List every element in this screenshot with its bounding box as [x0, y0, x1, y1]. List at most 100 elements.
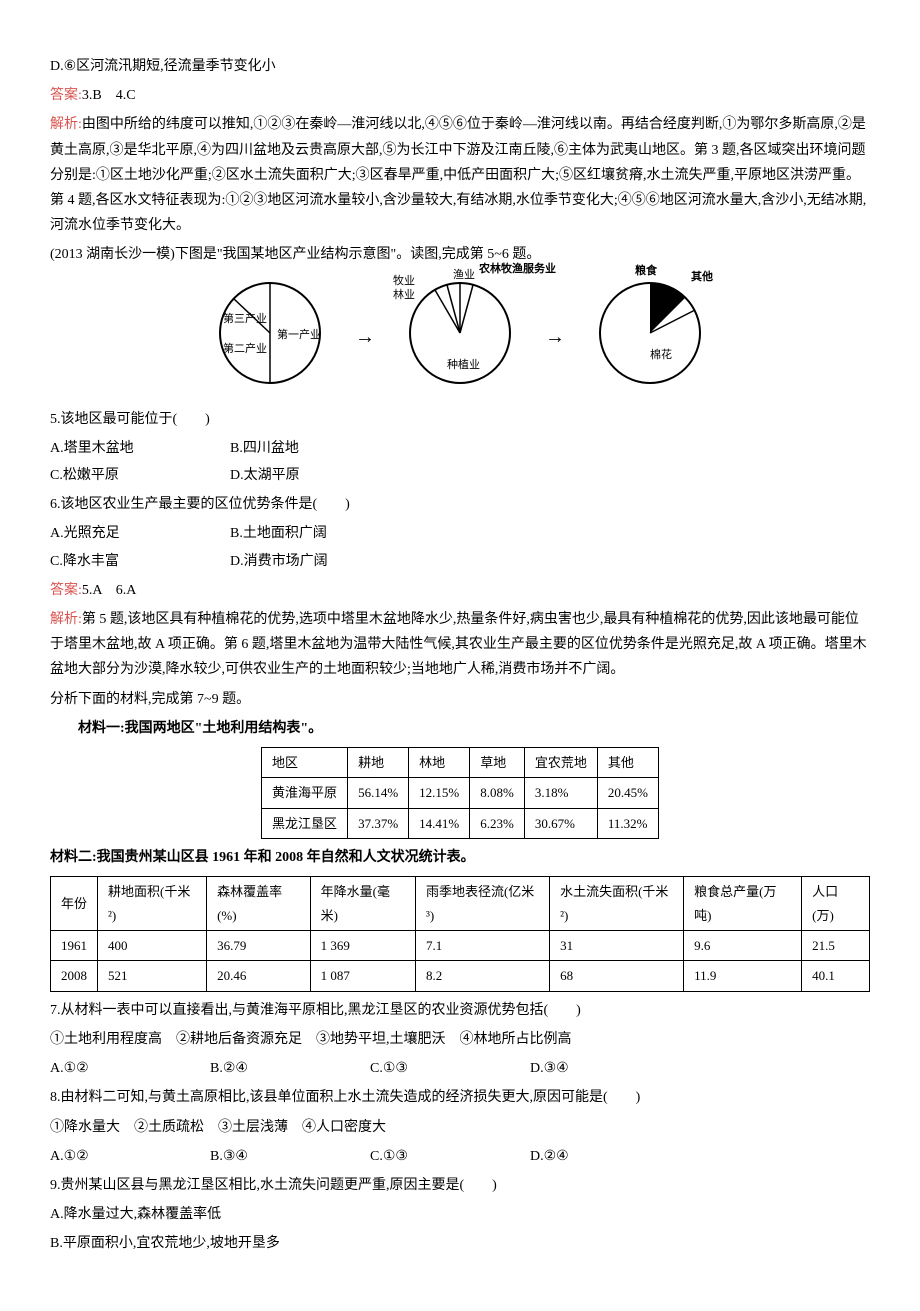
pie-1: 第三产业 第二产业 第一产业: [215, 278, 325, 397]
table-cell: 400: [98, 931, 207, 961]
pie1-label-3rd: 第三产业: [223, 310, 267, 330]
q5-option-c: C.松嫩平原: [50, 463, 230, 488]
analysis-34: 解析:由图中所给的纬度可以推知,①②③在秦岭—淮河线以北,④⑤⑥位于秦岭—淮河线…: [50, 112, 870, 238]
material-2-table: 年份 耕地面积(千米²) 森林覆盖率(%) 年降水量(毫米) 雨季地表径流(亿米…: [50, 876, 870, 992]
industry-structure-diagram: 第三产业 第二产业 第一产业 → 牧业 林业 渔业 农林牧渔服务业 种植业 →: [50, 278, 870, 397]
table-cell: 36.79: [207, 931, 311, 961]
answer-label: 答案:: [50, 583, 82, 598]
table-cell: 20.46: [207, 961, 311, 991]
table-cell: 8.2: [415, 961, 549, 991]
q79-intro: 分析下面的材料,完成第 7~9 题。: [50, 687, 870, 712]
q7-option-a: A.①②: [50, 1056, 210, 1081]
analysis-56-text: 第 5 题,该地区具有种植棉花的优势,选项中塔里木盆地降水少,热量条件好,病虫害…: [50, 612, 867, 677]
q8-option-a: A.①②: [50, 1144, 210, 1169]
q56-intro: (2013 湖南长沙一模)下图是"我国某地区产业结构示意图"。读图,完成第 5~…: [50, 242, 870, 267]
q8-option-c: C.①③: [370, 1144, 530, 1169]
table-cell: 黑龙江垦区: [262, 808, 348, 838]
table-cell: 11.32%: [597, 808, 658, 838]
table-cell: 黄淮海平原: [262, 778, 348, 808]
table-cell: 雨季地表径流(亿米³): [415, 877, 549, 931]
q6-option-c: C.降水丰富: [50, 549, 230, 574]
q5-option-d: D.太湖平原: [230, 463, 410, 488]
table-cell: 1 369: [310, 931, 415, 961]
q8-stem: 8.由材料二可知,与黄土高原相比,该县单位面积上水土流失造成的经济损失更大,原因…: [50, 1085, 870, 1110]
table-cell: 森林覆盖率(%): [207, 877, 311, 931]
pie3-label-cotton: 棉花: [650, 346, 672, 366]
table-cell: 其他: [597, 747, 658, 777]
table-cell: 56.14%: [348, 778, 409, 808]
q7-option-d: D.③④: [530, 1056, 690, 1081]
q7-option-c: C.①③: [370, 1056, 530, 1081]
pie3-label-other: 其他: [691, 268, 713, 288]
material-1-table: 地区 耕地 林地 草地 宜农荒地 其他 黄淮海平原 56.14% 12.15% …: [261, 747, 659, 839]
table-row: 1961 400 36.79 1 369 7.1 31 9.6 21.5: [51, 931, 870, 961]
table-cell: 14.41%: [409, 808, 470, 838]
table-cell: 粮食总产量(万吨): [684, 877, 802, 931]
pie3-label-grain: 粮食: [635, 262, 657, 282]
answer-label: 答案:: [50, 88, 82, 103]
pie1-label-1st: 第一产业: [277, 326, 321, 346]
q7-option-b: B.②④: [210, 1056, 370, 1081]
table-cell: 耕地面积(千米²): [98, 877, 207, 931]
table-row: 年份 耕地面积(千米²) 森林覆盖率(%) 年降水量(毫米) 雨季地表径流(亿米…: [51, 877, 870, 931]
table-row: 黑龙江垦区 37.37% 14.41% 6.23% 30.67% 11.32%: [262, 808, 659, 838]
table-cell: 草地: [470, 747, 525, 777]
pie2-label-plant: 种植业: [447, 356, 480, 376]
q7-stem: 7.从材料一表中可以直接看出,与黄淮海平原相比,黑龙江垦区的农业资源优势包括( …: [50, 998, 870, 1023]
q8-option-d: D.②④: [530, 1144, 690, 1169]
q7-items: ①土地利用程度高 ②耕地后备资源充足 ③地势平坦,土壤肥沃 ④林地所占比例高: [50, 1027, 870, 1052]
q8-option-b: B.③④: [210, 1144, 370, 1169]
table-cell: 11.9: [684, 961, 802, 991]
table-cell: 1 087: [310, 961, 415, 991]
table-cell: 40.1: [802, 961, 870, 991]
table-cell: 年份: [51, 877, 98, 931]
answer-34-text: 3.B 4.C: [82, 88, 136, 103]
table-cell: 37.37%: [348, 808, 409, 838]
table-cell: 30.67%: [524, 808, 597, 838]
table-cell: 1961: [51, 931, 98, 961]
answer-56: 答案:5.A 6.A: [50, 578, 870, 603]
table-row: 2008 521 20.46 1 087 8.2 68 11.9 40.1: [51, 961, 870, 991]
table-cell: 宜农荒地: [524, 747, 597, 777]
q5-option-a: A.塔里木盆地: [50, 436, 230, 461]
table-cell: 68: [550, 961, 684, 991]
answer-56-text: 5.A 6.A: [82, 583, 136, 598]
table-cell: 8.08%: [470, 778, 525, 808]
table-cell: 3.18%: [524, 778, 597, 808]
q6-option-b: B.土地面积广阔: [230, 521, 410, 546]
table-cell: 12.15%: [409, 778, 470, 808]
q6-option-a: A.光照充足: [50, 521, 230, 546]
pie-3: 粮食 其他 棉花: [595, 278, 705, 397]
analysis-56: 解析:第 5 题,该地区具有种植棉花的优势,选项中塔里木盆地降水少,热量条件好,…: [50, 607, 870, 683]
analysis-label: 解析:: [50, 117, 82, 132]
table-cell: 2008: [51, 961, 98, 991]
q6-option-d: D.消费市场广阔: [230, 549, 410, 574]
arrow-icon: →: [545, 319, 565, 355]
q8-items: ①降水量大 ②土质疏松 ③土层浅薄 ④人口密度大: [50, 1115, 870, 1140]
table-row: 黄淮海平原 56.14% 12.15% 8.08% 3.18% 20.45%: [262, 778, 659, 808]
table-cell: 7.1: [415, 931, 549, 961]
answer-34: 答案:3.B 4.C: [50, 83, 870, 108]
table-cell: 521: [98, 961, 207, 991]
q9-option-a: A.降水量过大,森林覆盖率低: [50, 1202, 870, 1227]
arrow-icon: →: [355, 319, 375, 355]
pie2-label-linye: 林业: [393, 286, 415, 306]
q5-stem: 5.该地区最可能位于( ): [50, 407, 870, 432]
table-cell: 水土流失面积(千米²): [550, 877, 684, 931]
table-row: 地区 耕地 林地 草地 宜农荒地 其他: [262, 747, 659, 777]
table-cell: 6.23%: [470, 808, 525, 838]
table-cell: 林地: [409, 747, 470, 777]
q9-option-b: B.平原面积小,宜农荒地少,坡地开垦多: [50, 1231, 870, 1256]
material-1-title: 材料一:我国两地区"土地利用结构表"。: [50, 716, 870, 741]
table-cell: 地区: [262, 747, 348, 777]
analysis-label: 解析:: [50, 612, 82, 627]
table-cell: 9.6: [684, 931, 802, 961]
prev-option-d: D.⑥区河流汛期短,径流量季节变化小: [50, 54, 870, 79]
q6-stem: 6.该地区农业生产最主要的区位优势条件是( ): [50, 492, 870, 517]
pie1-label-2nd: 第二产业: [223, 340, 267, 360]
q9-stem: 9.贵州某山区县与黑龙江垦区相比,水土流失问题更严重,原因主要是( ): [50, 1173, 870, 1198]
table-cell: 年降水量(毫米): [310, 877, 415, 931]
pie-2: 牧业 林业 渔业 农林牧渔服务业 种植业: [405, 278, 515, 397]
table-cell: 人口(万): [802, 877, 870, 931]
table-cell: 20.45%: [597, 778, 658, 808]
